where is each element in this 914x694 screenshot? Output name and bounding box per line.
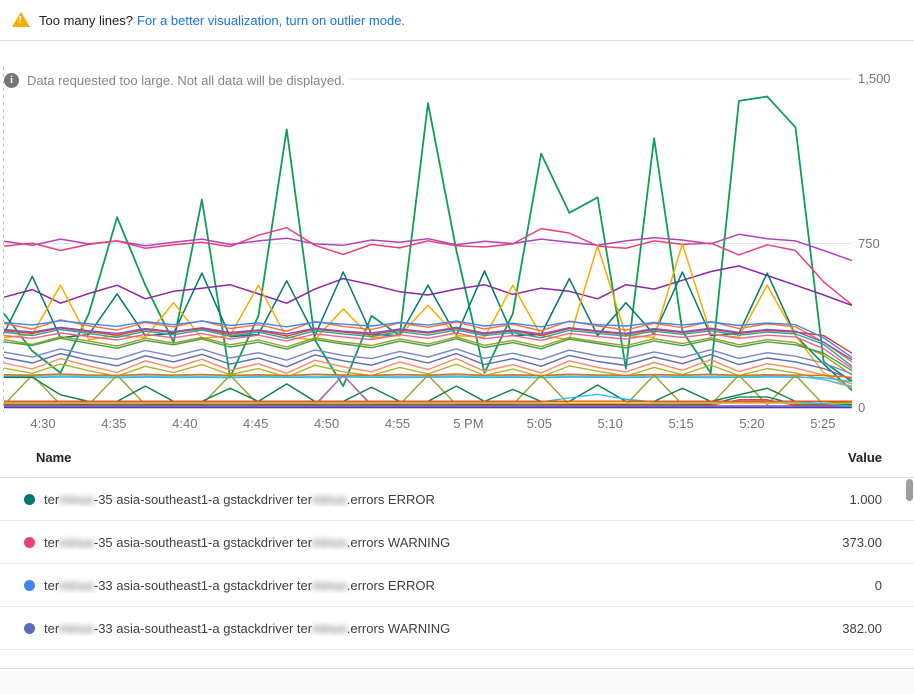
- value-column-header: Value: [848, 450, 882, 465]
- legend-row[interactable]: terminus-33 asia-southeast1-a gstackdriv…: [0, 607, 914, 650]
- chart-line-blue-cluster: [3, 320, 853, 359]
- x-tick-label: 5:10: [597, 416, 623, 431]
- series-value: 382.00: [842, 620, 882, 636]
- series-name: terminus-35 asia-southeast1-a gstackdriv…: [44, 491, 435, 507]
- outlier-mode-link[interactable]: For a better visualization, turn on outl…: [136, 12, 406, 28]
- series-value: 373.00: [842, 534, 882, 550]
- chart-line-orange-low: [3, 357, 853, 385]
- name-column-header: Name: [36, 450, 72, 465]
- chart-plot-area[interactable]: [0, 62, 856, 414]
- x-tick-label: 4:35: [101, 416, 127, 431]
- partial-row: [0, 650, 914, 669]
- chart-line-pink-745: [3, 226, 853, 306]
- x-tick-label: 4:50: [313, 416, 340, 431]
- x-tick-label: 5:15: [668, 416, 694, 431]
- chart-line-olive-low: [3, 363, 853, 388]
- chart-info-row: i Data requested too large. Not all data…: [4, 72, 349, 88]
- chart-line-bottom-red-bump: [4, 399, 852, 407]
- chart-line-olive-cluster: [3, 336, 853, 376]
- chart-line-pink-cluster: [3, 332, 853, 370]
- legend-row[interactable]: terminus-33 asia-southeast1-a gstackdriv…: [0, 564, 914, 607]
- y-tick-label: 0: [858, 400, 866, 415]
- banner-text: Too many lines?: [39, 12, 133, 28]
- x-tick-label: 4:30: [30, 416, 56, 431]
- series-color-dot: [24, 536, 35, 548]
- series-name: terminus-33 asia-southeast1-a gstackdriv…: [44, 620, 451, 636]
- info-icon: i: [4, 72, 19, 88]
- table-scrollbar-thumb[interactable]: [906, 479, 913, 501]
- chart-line-teal-spiky: [3, 270, 853, 392]
- chart-line-purple-cluster: [3, 326, 853, 361]
- series-value: 0: [874, 577, 882, 593]
- x-tick-label: 5:05: [526, 416, 552, 431]
- x-tick-label: 5 PM: [453, 416, 484, 431]
- chart-line-periwinkle-low: [3, 348, 853, 375]
- legend-table: Name Value terminus-35 asia-southeast1-a…: [0, 438, 914, 669]
- series-color-dot: [24, 579, 35, 591]
- chart-line-green-spiky: [3, 95, 853, 388]
- chart-line-indigo-low: [3, 352, 853, 381]
- outlier-mode-banner: Too many lines? For a better visualizati…: [0, 0, 914, 41]
- x-tick-label: 4:45: [243, 416, 269, 431]
- chart-line-bottom-cyan-bump: [4, 393, 853, 407]
- legend-table-header: Name Value: [0, 438, 914, 478]
- chart-line-teal-cluster: [3, 328, 853, 367]
- chart-line-purple-wavy-520: [3, 265, 853, 307]
- x-tick-label: 4:40: [172, 416, 198, 431]
- series-color-dot: [24, 622, 35, 634]
- series-name: terminus-33 asia-southeast1-a gstackdriv…: [44, 577, 435, 593]
- series-color-dot: [24, 493, 35, 505]
- y-tick-label: 1,500: [858, 71, 891, 86]
- x-tick-label: 5:20: [739, 416, 765, 431]
- legend-row[interactable]: terminus-35 asia-southeast1-a gstackdriv…: [0, 478, 914, 521]
- chart-line-green-cluster: [3, 337, 853, 372]
- chart-line-cyan-flat-140: [3, 376, 853, 383]
- data-truncated-message: Data requested too large. Not all data w…: [27, 72, 349, 88]
- chart-line-red-cluster: [3, 327, 853, 354]
- x-tick-label: 4:55: [384, 416, 411, 431]
- x-tick-label: 5:25: [810, 416, 836, 431]
- series-name: terminus-35 asia-southeast1-a gstackdriv…: [44, 534, 451, 550]
- chart-line-bottom-teal-bump: [4, 396, 852, 405]
- series-value: 1.000: [849, 491, 882, 507]
- warning-icon: [12, 11, 30, 29]
- legend-row[interactable]: terminus-35 asia-southeast1-a gstackdriv…: [0, 521, 914, 564]
- page-background-strip: [0, 671, 914, 694]
- y-tick-label: 750: [858, 235, 880, 251]
- line-chart: [3, 67, 853, 412]
